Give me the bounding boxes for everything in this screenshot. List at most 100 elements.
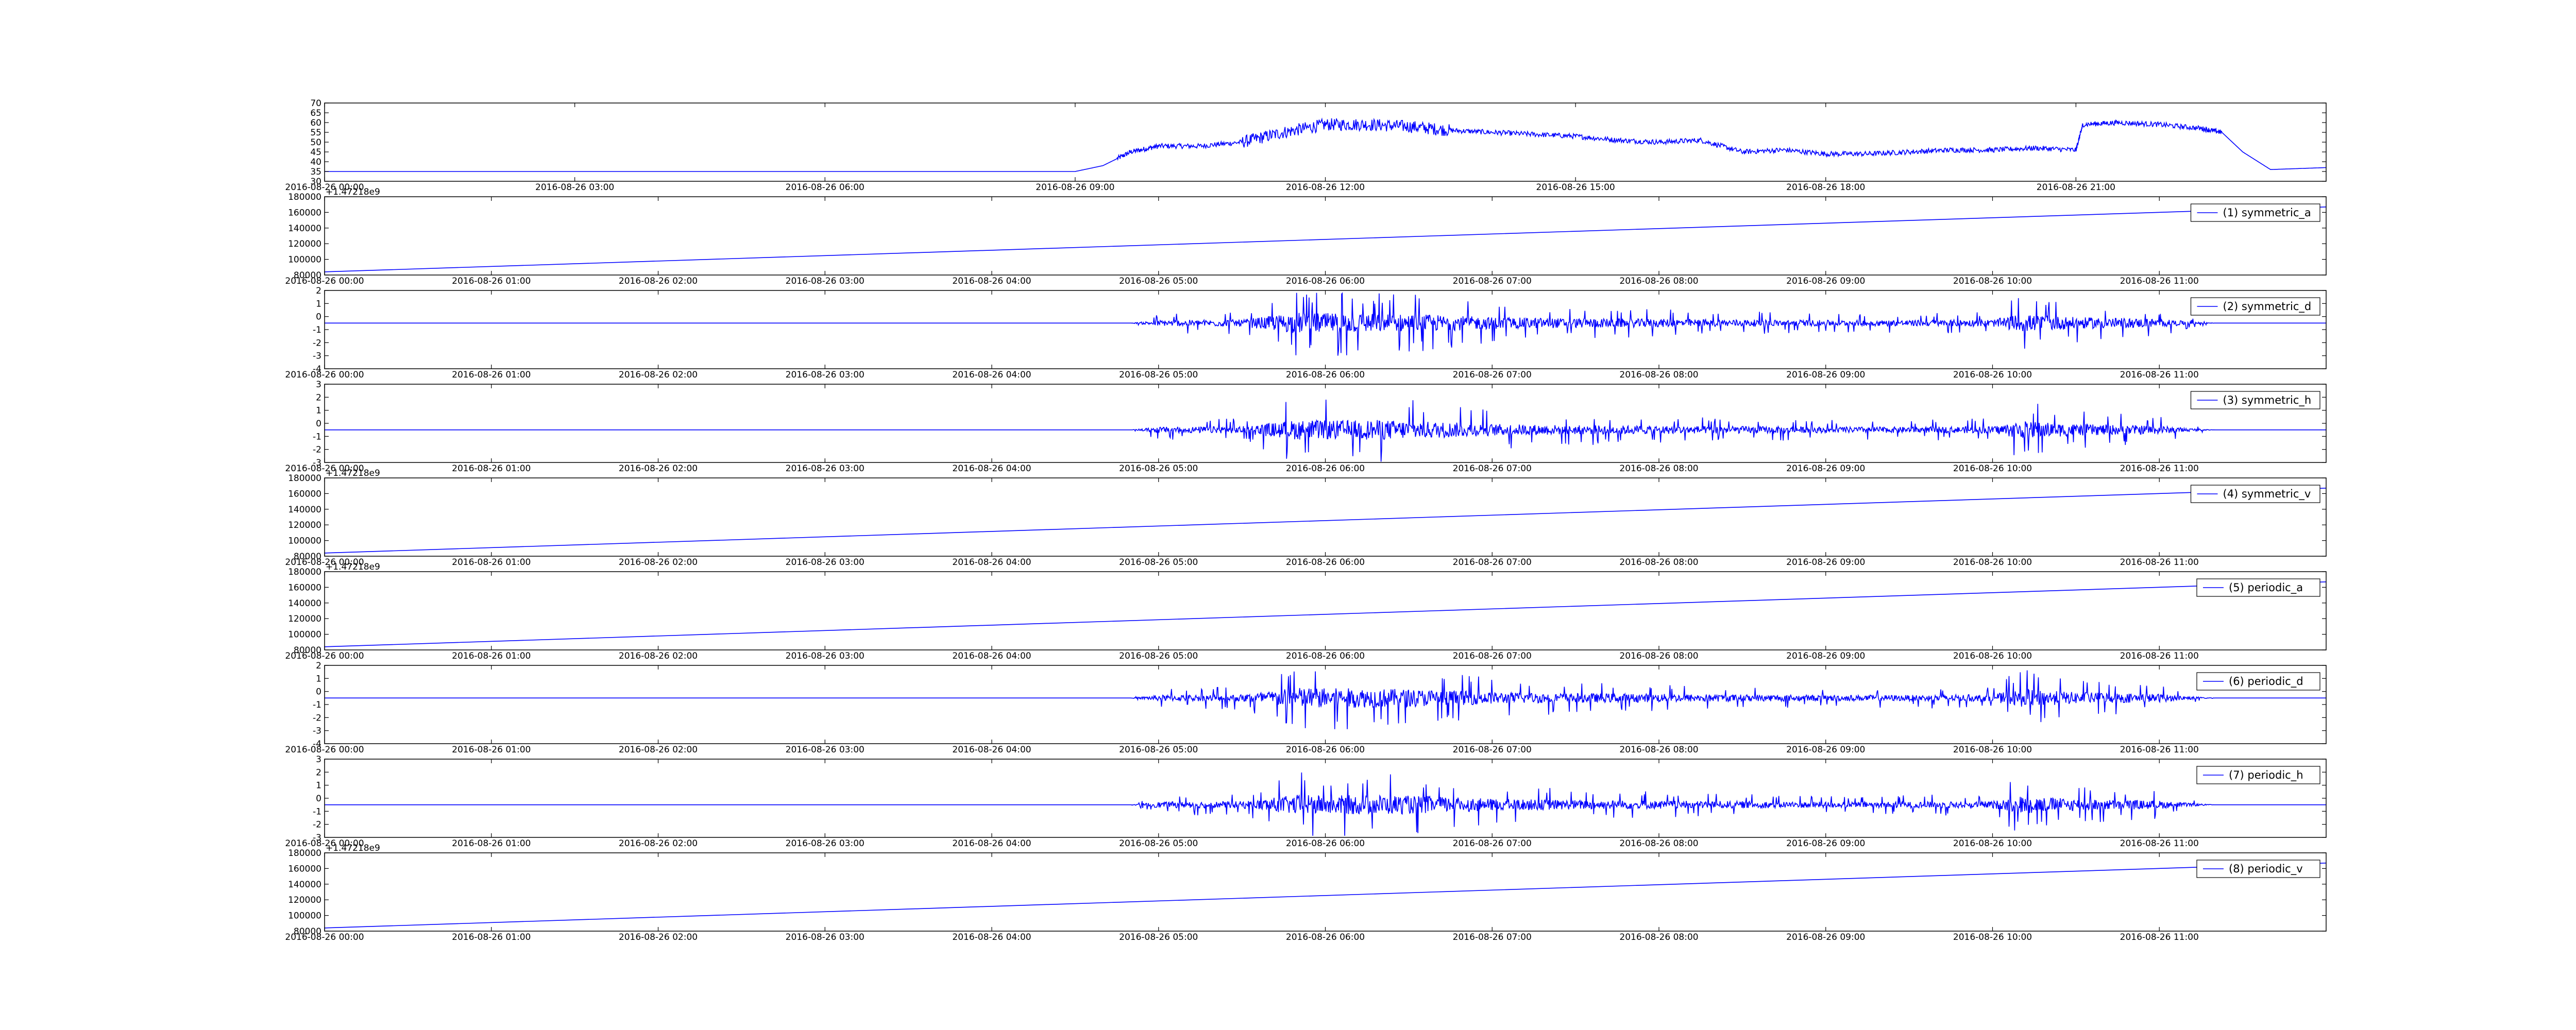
y-tick-label: 180000: [288, 567, 321, 577]
x-tick-label: 2016-08-26 21:00: [2037, 182, 2115, 193]
x-tick-label: 2016-08-26 03:00: [786, 276, 865, 286]
y-tick-label: -1: [313, 806, 321, 817]
x-tick-label: 2016-08-26 06:00: [1286, 276, 1365, 286]
x-tick-label: 2016-08-26 00:00: [285, 557, 364, 568]
y-offset-label: +1.47218e9: [326, 562, 380, 572]
y-tick-label: 40: [310, 157, 321, 167]
series-line-5: [325, 581, 2326, 647]
legend-8: (8) periodic_v: [2196, 860, 2320, 878]
subplot-1: 80000 100000 120000 140000 160000 180000 2016-…: [285, 187, 2327, 286]
x-tick-label: 2016-08-26 03:00: [786, 932, 865, 942]
x-tick-label: 2016-08-26 00:00: [285, 838, 364, 849]
x-tick-label: 2016-08-26 04:00: [952, 557, 1031, 568]
y-tick-label: 0: [316, 419, 321, 429]
x-tick-label: 2016-08-26 11:00: [2120, 745, 2199, 755]
y-tick-label: 1: [316, 299, 321, 309]
y-offset-label: +1.47218e9: [326, 468, 380, 478]
legend-6: (6) periodic_d: [2196, 672, 2320, 691]
y-tick-label: 100000: [288, 630, 321, 640]
y-tick-label: 180000: [288, 473, 321, 484]
legend-label: (5) periodic_a: [2229, 581, 2303, 594]
x-tick-label: 2016-08-26 03:00: [786, 651, 865, 661]
x-tick-label: 2016-08-26 04:00: [952, 838, 1031, 849]
x-tick-label: 2016-08-26 08:00: [1619, 276, 1698, 286]
x-tick-label: 2016-08-26 01:00: [452, 464, 531, 474]
y-tick-label: -3: [313, 726, 321, 736]
x-tick-label: 2016-08-26 07:00: [1453, 651, 1532, 661]
x-tick-label: 2016-08-26 00:00: [285, 651, 364, 661]
y-tick-label: 2: [316, 661, 321, 671]
x-tick-label: 2016-08-26 10:00: [1953, 932, 2032, 942]
y-tick-label: -4: [313, 364, 321, 374]
x-tick-label: 2016-08-26 08:00: [1619, 557, 1698, 568]
legend-4: (4) symmetric_v: [2190, 485, 2320, 503]
x-tick-label: 2016-08-26 11:00: [2120, 932, 2199, 942]
y-tick-label: 80000: [294, 552, 321, 562]
x-tick-label: 2016-08-26 02:00: [619, 464, 698, 474]
x-tick-label: 2016-08-26 06:00: [1286, 932, 1365, 942]
x-tick-label: 2016-08-26 08:00: [1619, 370, 1698, 380]
subplot-8: 80000 100000 120000 140000 160000 180000 2016-…: [285, 843, 2327, 942]
x-tick-label: 2016-08-26 09:00: [1786, 651, 1865, 661]
x-tick-label: 2016-08-26 04:00: [952, 932, 1031, 942]
x-tick-label: 2016-08-26 04:00: [952, 276, 1031, 286]
x-tick-label: 2016-08-26 10:00: [1953, 557, 2032, 568]
x-tick-label: 2016-08-26 11:00: [2120, 838, 2199, 849]
y-tick-label: 55: [310, 128, 321, 138]
legend-2: (2) symmetric_d: [2190, 297, 2320, 316]
subplot-7: -3 -2 -1 0 1 2 3 2016-08-26 00:00 2016-08-26 01:…: [285, 754, 2327, 849]
legend-3: (3) symmetric_h: [2190, 391, 2320, 409]
y-tick-label: 160000: [288, 208, 321, 218]
y-tick-label: -1: [313, 432, 321, 442]
y-tick-label: 50: [310, 138, 321, 148]
y-tick-label: 180000: [288, 192, 321, 202]
x-tick-label: 2016-08-26 01:00: [452, 370, 531, 380]
subplot-4: 80000 100000 120000 140000 160000 180000 2016-…: [285, 468, 2327, 568]
x-tick-label: 2016-08-26 11:00: [2120, 370, 2199, 380]
x-tick-label: 2016-08-26 04:00: [952, 370, 1031, 380]
subplot-6: -4 -3 -2 -1 0 1 2 2016-08-26 00:00 2016-08-26 01…: [285, 661, 2327, 755]
y-tick-label: 140000: [288, 598, 321, 609]
y-tick-label: 0: [316, 794, 321, 804]
x-tick-label: 2016-08-26 02:00: [619, 838, 698, 849]
y-tick-label: 120000: [288, 520, 321, 530]
y-tick-label: -2: [313, 820, 321, 830]
x-tick-label: 2016-08-26 01:00: [452, 651, 531, 661]
x-tick-label: 2016-08-26 03:00: [786, 464, 865, 474]
x-tick-label: 2016-08-26 03:00: [535, 182, 614, 193]
y-tick-label: 140000: [288, 505, 321, 515]
x-tick-label: 2016-08-26 07:00: [1453, 464, 1532, 474]
y-tick-label: 1: [316, 674, 321, 684]
x-tick-label: 2016-08-26 07:00: [1453, 557, 1532, 568]
y-tick-label: 160000: [288, 489, 321, 499]
legend-label: (8) periodic_v: [2229, 863, 2303, 876]
legend-label: (1) symmetric_a: [2223, 207, 2311, 219]
y-tick-label: 0: [316, 687, 321, 697]
x-tick-label: 2016-08-26 08:00: [1619, 932, 1698, 942]
y-tick-label: 160000: [288, 864, 321, 874]
y-tick-label: 45: [310, 147, 321, 158]
x-tick-label: 2016-08-26 04:00: [952, 464, 1031, 474]
x-tick-label: 2016-08-26 00:00: [285, 182, 364, 193]
x-tick-label: 2016-08-26 10:00: [1953, 370, 2032, 380]
y-tick-label: 120000: [288, 239, 321, 249]
x-tick-label: 2016-08-26 11:00: [2120, 276, 2199, 286]
x-tick-label: 2016-08-26 01:00: [452, 838, 531, 849]
x-tick-label: 2016-08-26 10:00: [1953, 464, 2032, 474]
legend-label: (4) symmetric_v: [2223, 488, 2311, 501]
y-tick-label: -2: [313, 338, 321, 348]
y-tick-label: 0: [316, 312, 321, 322]
series-line-0: [325, 117, 2326, 172]
y-tick-label: 35: [310, 167, 321, 177]
series-line-1: [325, 207, 2326, 272]
y-tick-label: 100000: [288, 255, 321, 265]
x-tick-label: 2016-08-26 05:00: [1119, 370, 1198, 380]
x-tick-label: 2016-08-26 11:00: [2120, 557, 2199, 568]
legend-7: (7) periodic_h: [2196, 766, 2320, 784]
x-tick-label: 2016-08-26 07:00: [1453, 932, 1532, 942]
y-tick-label: 2: [316, 767, 321, 778]
x-tick-label: 2016-08-26 10:00: [1953, 838, 2032, 849]
